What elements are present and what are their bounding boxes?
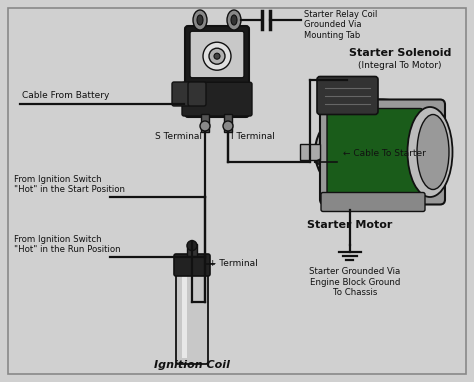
Circle shape [200,121,210,131]
FancyBboxPatch shape [327,108,423,196]
Bar [201,114,209,132]
Circle shape [214,53,220,59]
FancyBboxPatch shape [176,270,208,364]
Text: I Terminal: I Terminal [231,132,275,141]
Ellipse shape [197,15,203,25]
Text: Cable From Battery: Cable From Battery [22,91,109,100]
Text: Ignition Coil: Ignition Coil [154,360,230,370]
Bar [187,244,197,256]
Ellipse shape [227,10,241,30]
FancyBboxPatch shape [188,82,206,106]
FancyBboxPatch shape [185,26,249,117]
Circle shape [223,121,233,131]
Circle shape [187,241,197,251]
FancyBboxPatch shape [317,76,378,115]
Text: ← Cable To Starter: ← Cable To Starter [343,149,426,158]
Bar [182,276,187,358]
Ellipse shape [417,115,449,189]
Text: S Terminal: S Terminal [155,132,202,141]
FancyBboxPatch shape [321,193,425,212]
FancyBboxPatch shape [174,254,210,276]
FancyBboxPatch shape [172,82,190,106]
Text: Starter Solenoid: Starter Solenoid [349,47,451,58]
Ellipse shape [408,107,453,197]
Text: Starter Motor: Starter Motor [307,220,392,230]
FancyBboxPatch shape [320,99,445,204]
Text: Starter Grounded Via
Engine Block Ground
To Chassis: Starter Grounded Via Engine Block Ground… [310,267,401,297]
Ellipse shape [315,99,445,204]
Ellipse shape [193,10,207,30]
Text: From Ignition Switch
"Hot" in the Start Position: From Ignition Switch "Hot" in the Start … [14,175,125,194]
Bar [224,114,232,132]
Ellipse shape [231,15,237,25]
Circle shape [203,42,231,70]
Text: (Integral To Motor): (Integral To Motor) [358,60,442,70]
Text: From Ignition Switch
"Hot" in the Run Position: From Ignition Switch "Hot" in the Run Po… [14,235,120,254]
Circle shape [209,48,225,64]
Text: Starter Relay Coil
Grounded Via
Mounting Tab: Starter Relay Coil Grounded Via Mounting… [304,10,377,40]
FancyBboxPatch shape [182,82,252,116]
FancyBboxPatch shape [190,31,244,78]
Bar [300,144,320,160]
Text: + Terminal: + Terminal [209,259,258,268]
